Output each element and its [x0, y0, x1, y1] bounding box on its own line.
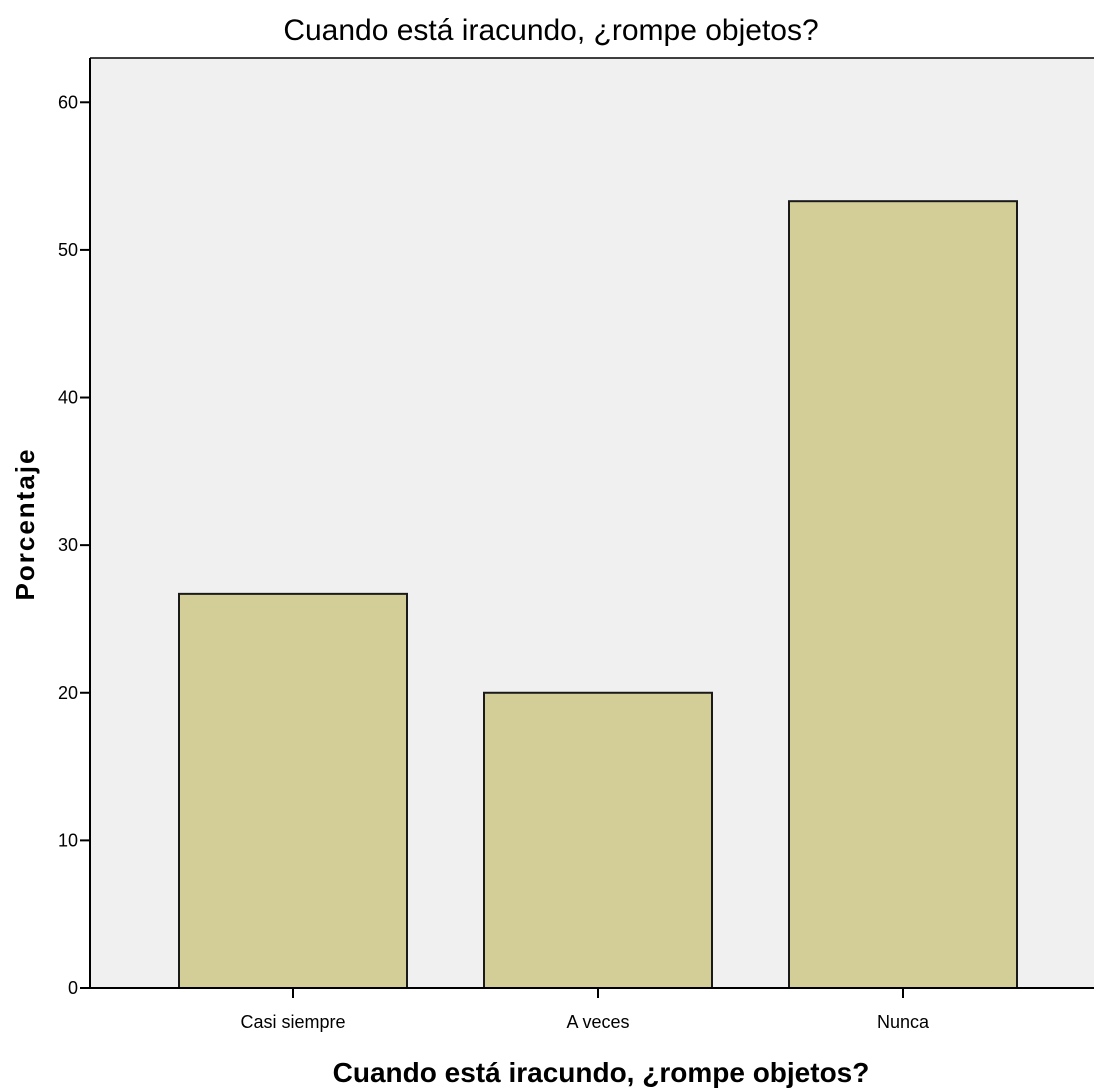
chart-title: Cuando está iracundo, ¿rompe objetos?	[283, 14, 818, 47]
y-axis-ticks: 0 10 20 30 40 50 60	[58, 92, 90, 998]
y-tick-label: 20	[58, 683, 78, 703]
x-axis-ticks: Casi siempre A veces Nunca	[240, 988, 930, 1032]
x-tick-label: Nunca	[877, 1012, 930, 1032]
bar-casi-siempre	[178, 592, 408, 989]
x-axis-label: Cuando está iracundo, ¿rompe objetos?	[333, 1057, 870, 1088]
bars	[178, 200, 1018, 989]
y-tick-label: 30	[58, 535, 78, 555]
y-tick-label: 0	[68, 978, 78, 998]
y-axis-label: Porcentaje	[10, 448, 40, 601]
x-tick-label: A veces	[566, 1012, 629, 1032]
bar-a-veces	[483, 691, 713, 989]
bar-nunca	[788, 200, 1018, 989]
y-tick-label: 40	[58, 388, 78, 408]
y-tick-label: 60	[58, 92, 78, 112]
y-tick-label: 50	[58, 240, 78, 260]
y-tick-label: 10	[58, 830, 78, 850]
x-tick-label: Casi siempre	[240, 1012, 345, 1032]
